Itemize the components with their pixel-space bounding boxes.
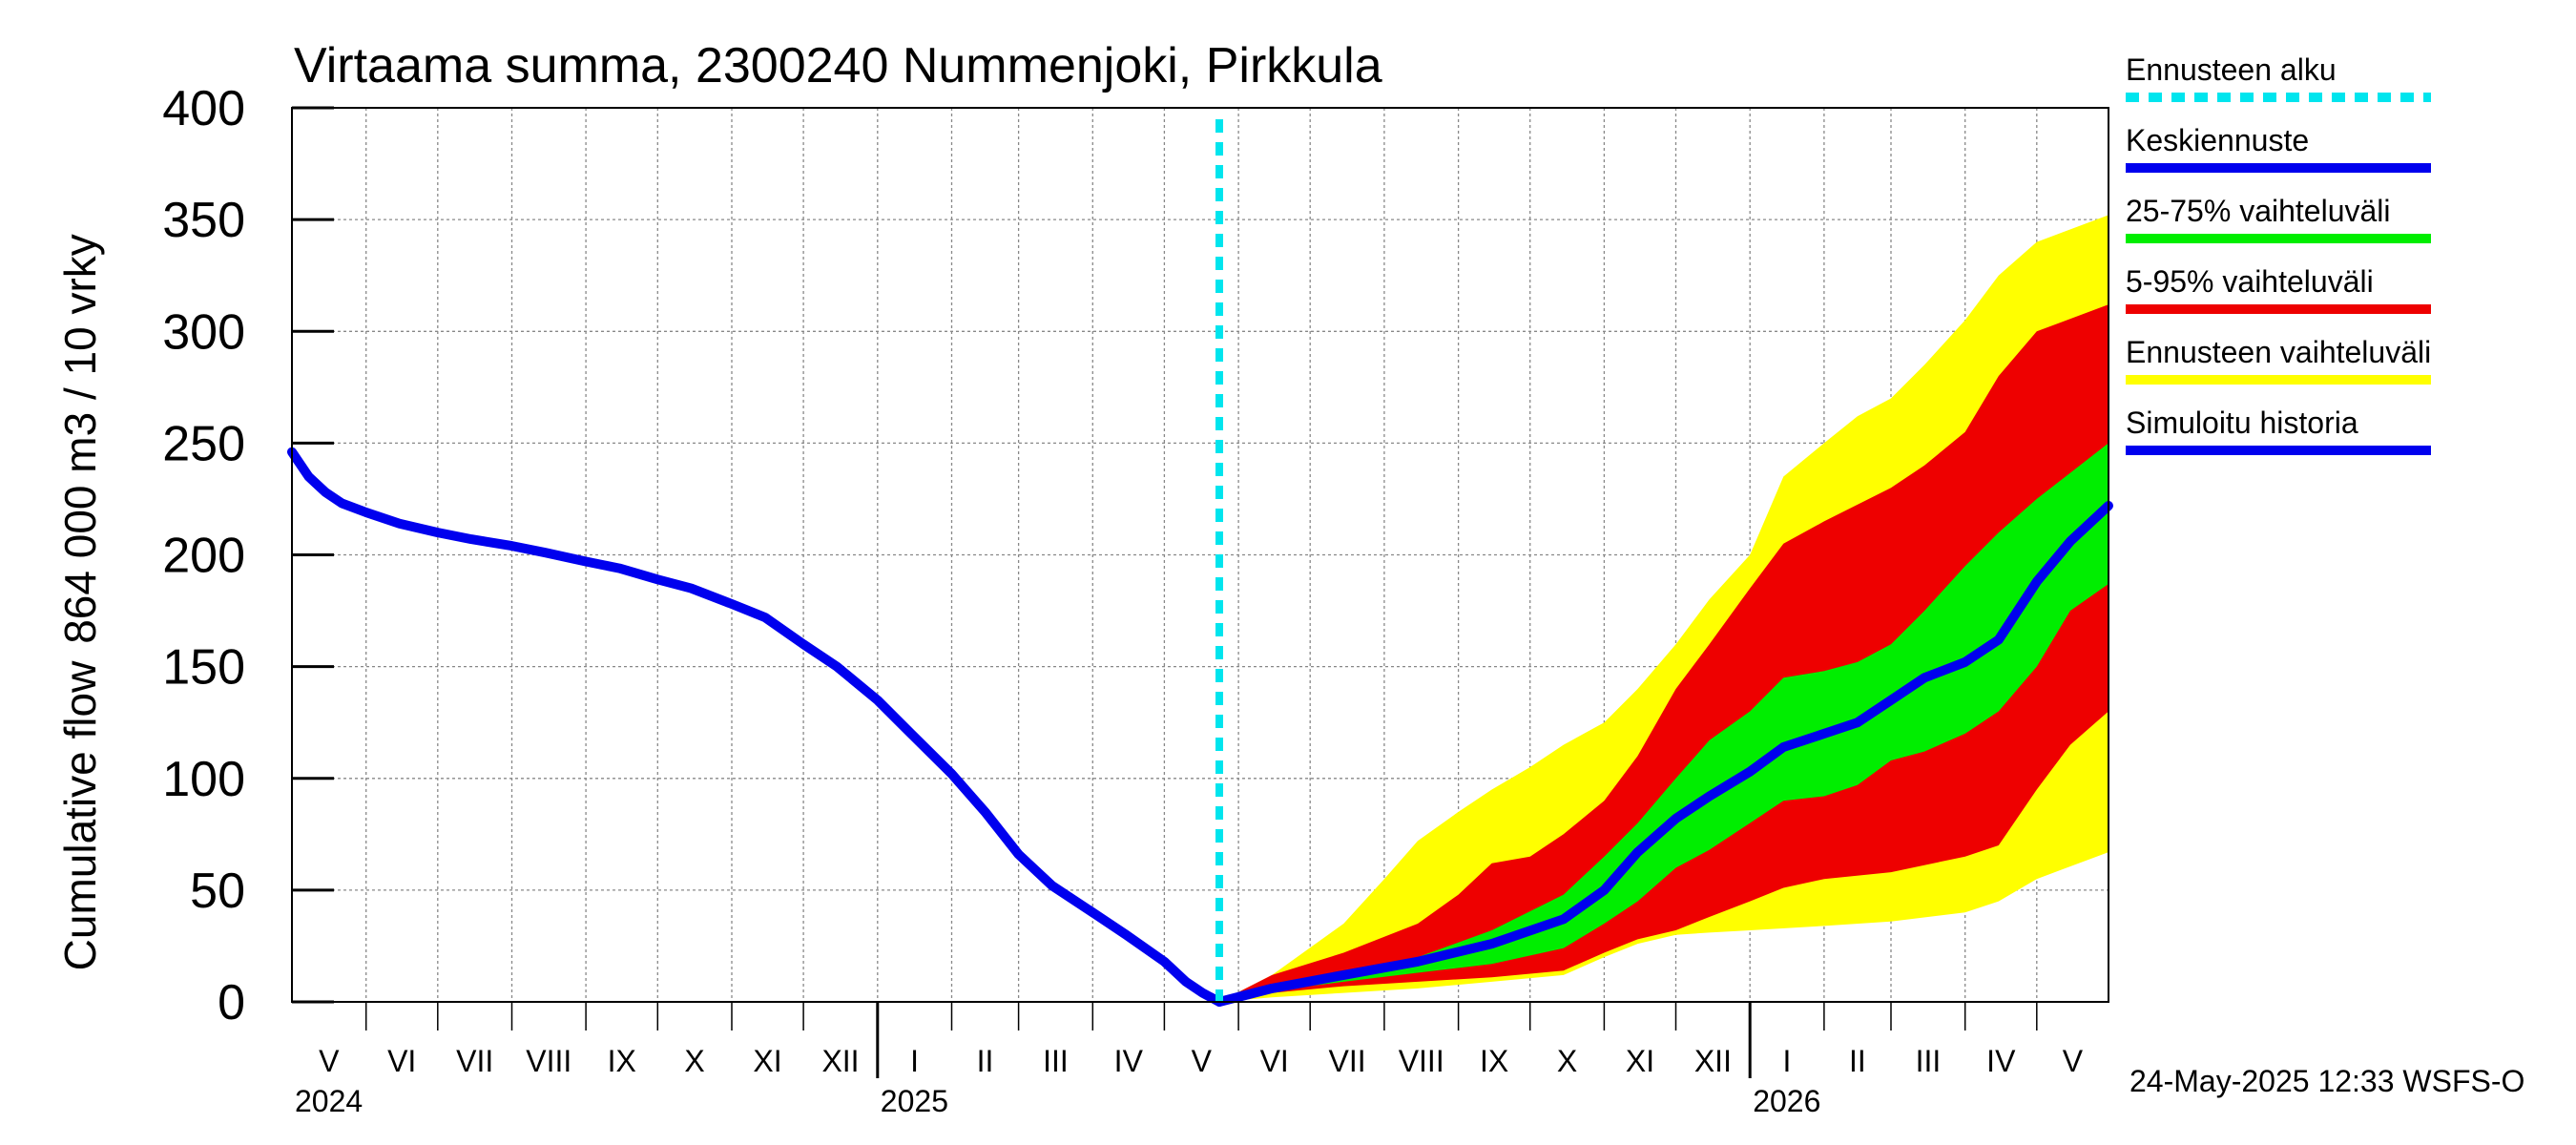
legend-label: Ennusteen vaihteluväli	[2126, 335, 2431, 369]
x-month-label: XII	[821, 1044, 859, 1078]
x-month-label: VIII	[526, 1044, 571, 1078]
x-month-label: V	[319, 1044, 340, 1078]
legend-label: Keskiennuste	[2126, 123, 2309, 157]
y-tick-label: 100	[162, 752, 245, 807]
x-month-label: I	[910, 1044, 919, 1078]
x-year-label: 2024	[295, 1084, 363, 1118]
x-month-label: VIII	[1399, 1044, 1444, 1078]
x-month-label: IX	[1480, 1044, 1508, 1078]
legend-label: Ennusteen alku	[2126, 52, 2337, 87]
y-axis-label-top: 864 000 m3 / 10 vrky	[55, 234, 105, 644]
plot-area	[287, 107, 2113, 1007]
legend: Ennusteen alku Keskiennuste 25-75% vaihtel…	[2126, 52, 2431, 455]
x-month-label: IV	[1114, 1044, 1144, 1078]
x-month-label: III	[1916, 1044, 1942, 1078]
x-month-label: II	[1849, 1044, 1866, 1078]
footer-timestamp: 24-May-2025 12:33 WSFS-O	[2129, 1064, 2524, 1098]
series-simulated-history	[287, 447, 1224, 1007]
x-month-label: VI	[387, 1044, 416, 1078]
x-month-label: III	[1043, 1044, 1069, 1078]
x-month-label: VII	[1329, 1044, 1366, 1078]
x-month-label: V	[1192, 1044, 1213, 1078]
x-month-label: VII	[456, 1044, 493, 1078]
series-median-forecast	[1215, 501, 2113, 1007]
y-tick-label: 350	[162, 193, 245, 248]
y-tick-label: 250	[162, 416, 245, 471]
band-25-75	[1219, 443, 2109, 1002]
x-month-label: IV	[1986, 1044, 2016, 1078]
y-tick-label: 0	[218, 975, 245, 1030]
x-month-label: VI	[1260, 1044, 1289, 1078]
x-month-label: I	[1783, 1044, 1792, 1078]
x-month-label: II	[977, 1044, 994, 1078]
y-tick-label: 300	[162, 304, 245, 360]
y-axis-label-bottom: Cumulative flow	[55, 660, 105, 970]
x-year-label: 2025	[881, 1084, 948, 1118]
x-month-label: XII	[1694, 1044, 1732, 1078]
x-month-label: X	[1557, 1044, 1577, 1078]
y-tick-label: 50	[190, 864, 245, 919]
band-5-95	[1219, 304, 2109, 1003]
chart-title: Virtaama summa, 2300240 Nummenjoki, Pirk…	[294, 38, 1382, 94]
y-tick-label: 400	[162, 81, 245, 136]
legend-label: 5-95% vaihteluväli	[2126, 264, 2374, 299]
legend-label: 25-75% vaihteluväli	[2126, 194, 2391, 228]
x-month-label: IX	[608, 1044, 636, 1078]
x-month-label: X	[684, 1044, 704, 1078]
legend-label: Simuloitu historia	[2126, 406, 2358, 440]
x-month-label: XI	[1626, 1044, 1654, 1078]
x-month-label: V	[2063, 1044, 2084, 1078]
y-tick-label: 200	[162, 529, 245, 584]
y-tick-label: 150	[162, 640, 245, 696]
x-year-label: 2026	[1753, 1084, 1820, 1118]
x-month-label: XI	[753, 1044, 781, 1078]
